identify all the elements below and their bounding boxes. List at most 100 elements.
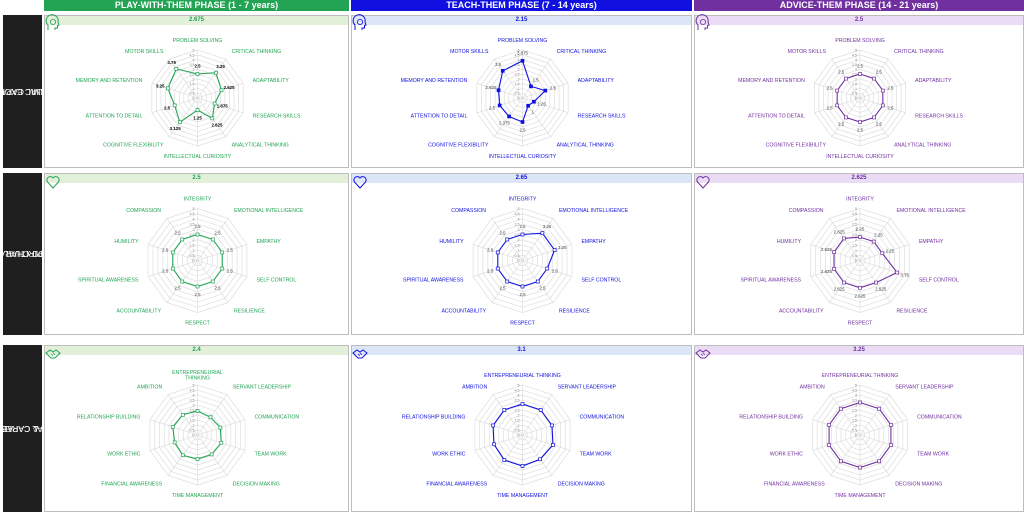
radar-value-label: 2.5 [489,105,496,110]
radar-point [195,72,200,76]
radar-tick-label: 1 [193,87,195,91]
radar-point [180,237,185,242]
radar-axis-label: ADAPTABILITY [253,78,290,84]
radar-point [895,270,899,275]
radar-axis-label: RESEARCH SKILLS [578,114,626,120]
radar-tick-label: 2.5 [515,73,520,77]
radar-tick-label: 5 [855,207,857,211]
radar-value-label: 2.5 [876,121,883,126]
radar-point [172,103,177,108]
radar-axis-label: TIME MANAGEMENT [497,493,549,499]
radar-axis-label: ENTREPRENEURIAL THINKING [822,373,899,379]
radar-axis-label: COMPASSION [789,208,824,214]
row-label-character: GOOD CHARACTER(EMOTIONAL & SPIRITUAL CAP… [0,173,113,335]
radar-axis-label: HUMILITY [439,239,464,245]
heart-outline-icon [353,176,367,189]
radar-axis-label: INTEGRITY [184,196,212,202]
radar-tick-label: 2 [193,238,195,242]
radar-point [545,266,550,271]
radar-axis-label: RELATIONSHIP BUILDING [77,414,141,420]
radar-tick-label: 0.5 [852,429,857,433]
radar-point [520,284,525,289]
radar-axis-label: ACCOUNTABILITY [441,308,486,314]
radar-axis-label: AMBITION [137,384,162,390]
radar-axis-label: TIME MANAGEMENT [834,493,886,499]
radar-value-label: 2.5 [838,121,845,126]
radar-point [532,99,536,104]
radar-point [871,239,876,244]
radar-spoke [169,58,198,99]
radar-value-label: 2.5 [552,269,559,274]
radar-point [842,280,846,285]
radar-axis-label: INTELLECTUAL CURIOSITY [489,154,557,160]
radar-tick-label: 4 [518,394,520,398]
radar-value-label: 2.5 [214,230,221,235]
overall-score-band: 2.5 [695,16,1023,25]
radar-tick-label: 2.5 [190,409,195,413]
radar-axis-label: SELF CONTROL [581,277,621,283]
radar-axis-label: ATTENTION TO DETAIL [86,114,143,120]
radar-axis-label: COGNITIVE FLEXIBILITY [766,143,827,149]
radar-axis-label: MOTOR SKILLS [125,49,164,55]
radar-spoke [197,97,244,114]
radar-value-label: 2.625 [834,229,846,234]
brain-head-icon [45,14,60,30]
radar-point [858,400,862,405]
radar-tick-label: 0.5 [852,254,857,258]
radar-point [172,440,177,445]
radar-tick-label: 3 [518,228,520,232]
radar-panel-character-advice: 2.625 0 0.5 1 1.5 2 2.5 3 3.5 4 4.5 5 2.25 2.25 2.25 3.… [694,173,1024,335]
radar-tick-label: 1.5 [515,243,520,247]
radar-point [502,458,507,462]
radar-point [507,114,511,119]
radar-axis-label: EMOTIONAL INTELLIGENCE [559,208,629,214]
radar-point [520,232,525,237]
radar-axis-label: DECISION MAKING [895,481,942,487]
radar-point [495,250,500,255]
radar-spoke [197,58,226,99]
radar-value-label: 2.625 [821,247,833,252]
radar-axis-label: RESEARCH SKILLS [253,114,301,120]
radar-spoke [522,394,553,436]
radar-tick-label: 3.5 [190,63,195,67]
radar-axis-label: RESPECT [510,320,535,326]
radar-tick-label: 0 [518,97,520,101]
radar-value-label: 2.5 [827,86,834,91]
radar-value-label: 2.5 [499,230,506,235]
radar-value-label: 3.125 [170,126,182,131]
radar-point [839,459,843,464]
radar-tick-label: 1.5 [190,419,195,423]
radar-axis-label: MEMORY AND RETENTION [401,78,468,84]
radar-point [495,266,500,271]
radar-tick-label: 5 [518,207,520,211]
radar-tick-label: 3.5 [515,63,520,67]
radar-axis-label: SELF CONTROL [919,277,959,283]
radar-tick-label: 3.5 [190,399,195,403]
radar-axis-label: MOTOR SKILLS [450,49,489,55]
radar-value-label: 2.5 [227,247,234,252]
brain-head-icon [352,14,367,30]
radar-point [540,231,545,236]
radar-tick-label: 4 [855,217,857,221]
radar-tick-label: 0 [193,434,195,438]
radar-value-label: 1.5 [533,77,540,82]
radar-spoke [859,434,908,451]
radar-point [213,70,218,75]
radar-axis-label: SPIRITUAL AWARENESS [740,277,801,283]
radar-panel-academic-teach: 2.15 0 0.5 1 1.5 2 2.5 3 3.5 4 4.5 5 3.875 1.5 2.5 1.25… [351,14,692,168]
radar-tick-label: 4.5 [515,212,520,216]
radar-axis-label: COGNITIVE FLEXIBILITY [428,143,489,149]
radar-spoke [859,218,891,261]
radar-chart: 00.511.522.533.544.552.5 3.252.6251.8752.… [76,38,301,160]
radar-axis-label: FINANCIAL AWARENESS [764,481,825,487]
radar-value-label: 2.375 [499,120,511,125]
radar-axis-label: RESPECT [185,320,210,326]
radar-panel-business-advice: 3.25 0 0.5 1 1.5 2 2.5 3 3.5 4 4.5 5 ENTREPRENEURIAL… [694,345,1024,512]
radar-point [170,250,175,255]
radar-value-label: 2.625 [875,287,887,292]
radar-axis-label: TEAM WORK [255,451,288,457]
radar-point [552,248,557,252]
radar-value-label: 2.5 [162,269,169,274]
radar-value-label: 2.625 [821,269,833,274]
